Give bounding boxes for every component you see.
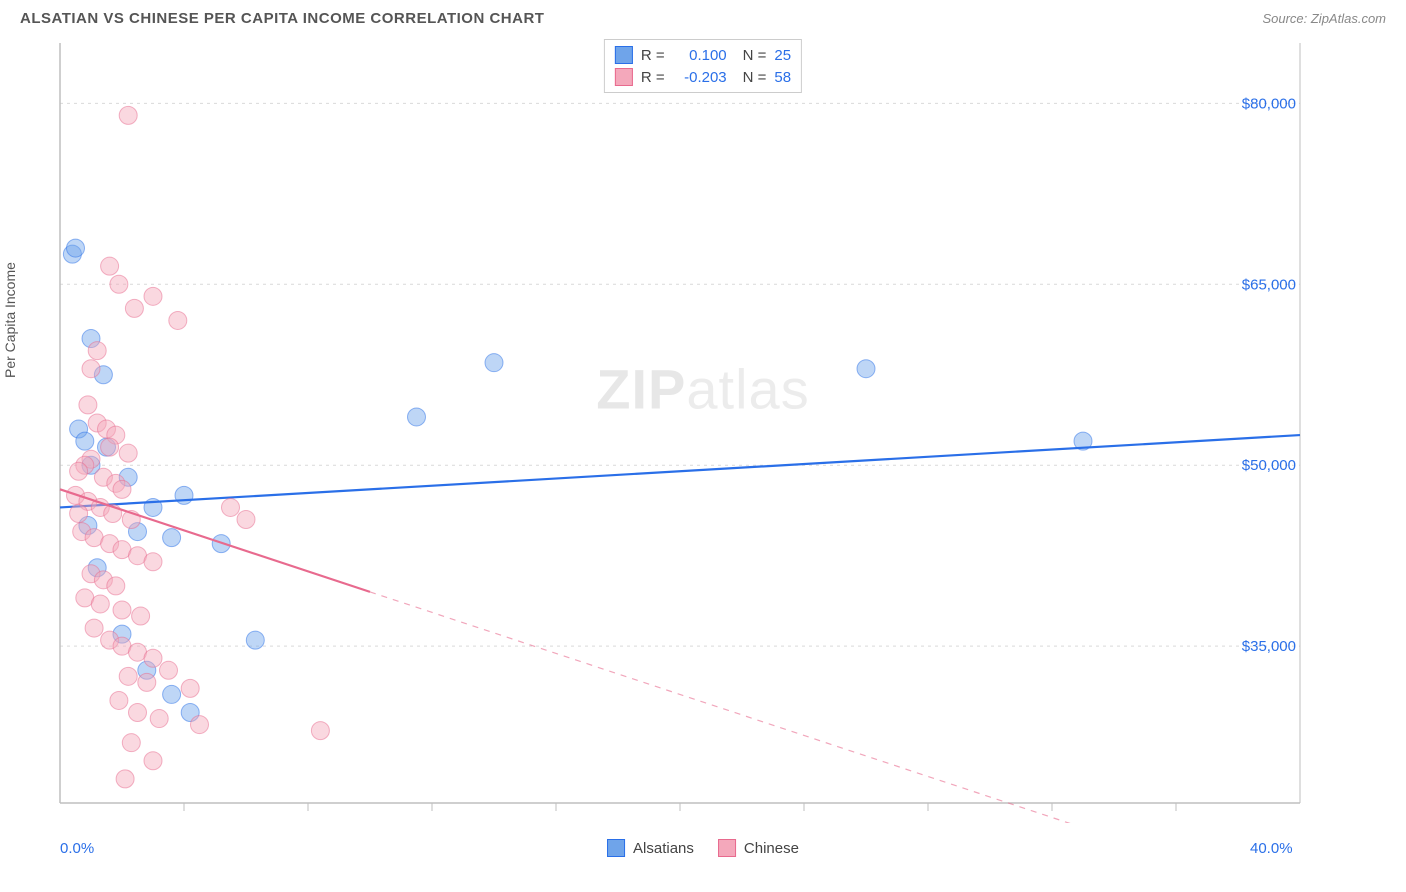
legend-row-alsatians: R = 0.100 N = 25 bbox=[615, 44, 791, 66]
x-axis-min-label: 0.0% bbox=[60, 840, 94, 857]
r-label: R = bbox=[641, 69, 665, 86]
swatch-chinese bbox=[718, 839, 736, 857]
chart-title: ALSATIAN VS CHINESE PER CAPITA INCOME CO… bbox=[20, 10, 544, 27]
svg-text:$50,000: $50,000 bbox=[1242, 457, 1296, 474]
x-axis-max-label: 40.0% bbox=[1250, 840, 1293, 857]
n-label: N = bbox=[743, 69, 767, 86]
source-label: Source: ZipAtlas.com bbox=[1262, 11, 1386, 26]
y-axis-label: Per Capita Income bbox=[2, 262, 18, 378]
legend-label-chinese: Chinese bbox=[744, 840, 799, 857]
svg-text:$35,000: $35,000 bbox=[1242, 638, 1296, 655]
swatch-alsatians bbox=[615, 46, 633, 64]
legend-series: Alsatians Chinese bbox=[607, 839, 799, 857]
r-value-chinese: -0.203 bbox=[673, 69, 727, 86]
scatter-chart: $35,000 $50,000 $65,000 $80,000 bbox=[20, 33, 1340, 823]
swatch-alsatians bbox=[607, 839, 625, 857]
legend-item-chinese: Chinese bbox=[718, 839, 799, 857]
legend-label-alsatians: Alsatians bbox=[633, 840, 694, 857]
swatch-chinese bbox=[615, 68, 633, 86]
n-label: N = bbox=[743, 47, 767, 64]
legend-row-chinese: R = -0.203 N = 58 bbox=[615, 66, 791, 88]
legend-stats: R = 0.100 N = 25 R = -0.203 N = 58 bbox=[604, 39, 802, 93]
r-value-alsatians: 0.100 bbox=[673, 47, 727, 64]
n-value-alsatians: 25 bbox=[774, 47, 791, 64]
svg-text:$80,000: $80,000 bbox=[1242, 95, 1296, 112]
r-label: R = bbox=[641, 47, 665, 64]
n-value-chinese: 58 bbox=[774, 69, 791, 86]
legend-item-alsatians: Alsatians bbox=[607, 839, 694, 857]
svg-text:$65,000: $65,000 bbox=[1242, 276, 1296, 293]
chart-container: Per Capita Income $35,000$50,000$65,000$… bbox=[20, 33, 1386, 823]
